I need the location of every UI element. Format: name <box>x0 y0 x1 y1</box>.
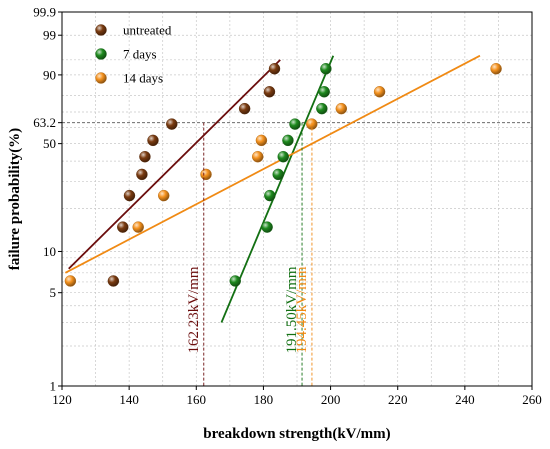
data-point-7-days <box>261 221 273 233</box>
data-point-7-days <box>289 118 301 130</box>
y-tick-label: 90 <box>43 67 56 82</box>
data-point-7-days <box>282 134 294 147</box>
data-point-14-days <box>490 63 502 75</box>
y-tick-label: 5 <box>50 285 57 300</box>
data-point-untreated <box>268 63 281 75</box>
data-point-14-days <box>335 102 348 115</box>
data-point-untreated <box>123 189 136 202</box>
data-point-7-days <box>229 275 241 287</box>
data-point-untreated <box>117 221 129 233</box>
data-point-untreated <box>147 134 159 147</box>
data-points <box>64 63 502 287</box>
legend-label: untreated <box>123 23 172 38</box>
data-point-7-days <box>320 63 332 75</box>
plot-frame <box>61 11 533 387</box>
data-point-14-days <box>64 275 77 287</box>
data-point-untreated <box>238 102 251 115</box>
eta-label-14-days: 194.45kV/mm <box>294 266 310 353</box>
x-tick-label: 180 <box>254 392 274 407</box>
data-point-14-days <box>132 221 144 233</box>
data-point-14-days <box>252 150 264 163</box>
data-point-14-days <box>255 134 268 147</box>
y-axis-title: failure probability(%) <box>7 128 23 270</box>
x-tick-label: 260 <box>522 392 542 407</box>
data-point-untreated <box>107 275 120 287</box>
x-tick-label: 240 <box>455 392 475 407</box>
legend-label: 7 days <box>123 47 157 62</box>
y-tick-label: 99 <box>43 28 56 43</box>
x-tick-label: 220 <box>388 392 408 407</box>
x-tick-label: 200 <box>321 392 341 407</box>
data-point-untreated <box>136 168 148 181</box>
data-point-7-days <box>272 168 284 181</box>
eta-label-untreated: 162.23kV/mm <box>186 266 202 353</box>
data-point-untreated <box>139 150 151 163</box>
data-point-14-days <box>158 189 170 202</box>
y-tick-label: 10 <box>43 244 56 259</box>
y-tick-label: 50 <box>43 136 56 151</box>
data-point-7-days <box>316 102 328 115</box>
y-tick-label: 99.9 <box>33 5 56 20</box>
data-point-7-days <box>264 189 276 202</box>
data-point-14-days <box>373 86 386 98</box>
data-point-14-days <box>200 168 212 181</box>
x-tick-label: 160 <box>187 392 207 407</box>
x-tick-label: 140 <box>119 392 139 407</box>
x-axis-title: breakdown strength(kV/mm) <box>203 426 390 442</box>
fit-line-untreated <box>68 59 281 270</box>
data-point-untreated <box>263 86 276 98</box>
eta-label-7-days: 191.50kV/mm <box>284 266 300 353</box>
fit-line-14-days <box>64 54 481 274</box>
legend-label: 14 days <box>123 71 163 86</box>
axis-ticks: 120 140 160 180 200 220 240 260 1 5 10 50 63.2 90 99 99… <box>33 5 542 408</box>
x-tick-label: 120 <box>52 392 72 407</box>
data-point-7-days <box>277 150 289 163</box>
y-tick-label: 63.2 <box>33 115 56 130</box>
legend-marker <box>95 72 107 84</box>
y-tick-label: 1 <box>50 379 57 394</box>
data-point-untreated <box>166 118 178 130</box>
legend-marker <box>95 24 107 36</box>
data-point-7-days <box>318 86 330 98</box>
legend-marker <box>95 48 107 60</box>
legend: untreated 7 days 14 days <box>95 23 172 86</box>
